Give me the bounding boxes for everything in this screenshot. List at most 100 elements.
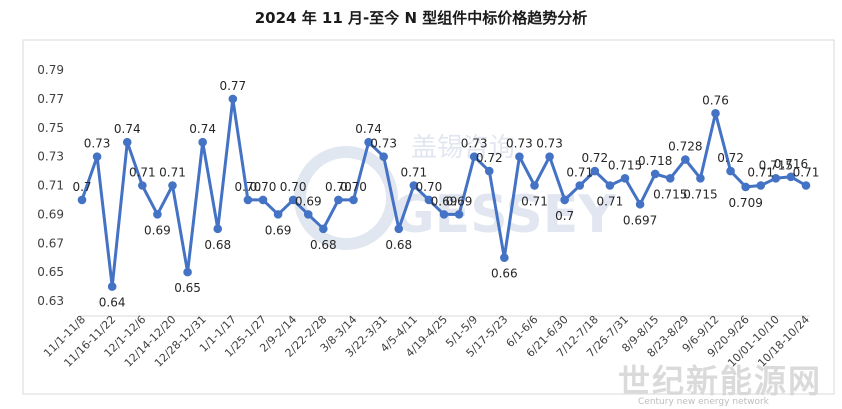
y-tick-label: 0.75	[37, 121, 64, 135]
series-n-type-module-price	[77, 94, 811, 291]
data-point	[258, 195, 268, 205]
data-point	[590, 166, 600, 176]
data-label: 0.715	[683, 187, 717, 201]
data-point	[288, 195, 298, 205]
data-label: 0.72	[476, 151, 503, 165]
data-label: 0.73	[84, 137, 111, 151]
y-tick-label: 0.79	[37, 63, 64, 77]
y-tick-label: 0.65	[37, 265, 64, 279]
data-label: 0.73	[506, 137, 533, 151]
data-label: 0.715	[653, 187, 687, 201]
plot-area	[22, 39, 835, 395]
data-point	[107, 282, 117, 291]
data-label: 0.70	[250, 180, 277, 194]
data-label: 0.65	[174, 281, 201, 295]
y-tick-label: 0.63	[37, 294, 64, 308]
data-point	[650, 169, 660, 179]
data-label: 0.70	[340, 180, 367, 194]
data-label: 0.74	[114, 122, 141, 136]
footer-watermark-cn: 世纪新能源网	[618, 362, 822, 400]
data-label: 0.697	[623, 213, 657, 227]
data-point	[560, 195, 569, 205]
data-label: 0.73	[461, 137, 488, 151]
data-label: 0.71	[597, 195, 624, 209]
data-label: 0.73	[536, 137, 563, 151]
data-label: 0.715	[759, 158, 793, 172]
data-label: 0.7	[72, 180, 91, 194]
data-point	[334, 195, 343, 205]
y-tick-label: 0.67	[37, 236, 64, 250]
watermark-brand-en: GESSEY	[392, 185, 617, 245]
data-label: 0.728	[668, 140, 702, 154]
data-point	[681, 155, 690, 164]
data-point	[484, 166, 494, 176]
y-tick-label: 0.77	[37, 92, 64, 106]
data-label: 0.72	[717, 151, 744, 165]
data-point	[183, 267, 192, 277]
data-point	[228, 94, 238, 104]
data-point	[394, 224, 404, 234]
data-label: 0.70	[416, 180, 443, 194]
data-label: 0.72	[581, 151, 608, 165]
data-label: 0.71	[400, 166, 427, 180]
data-label: 0.66	[491, 267, 518, 281]
data-point	[726, 166, 735, 176]
data-point	[303, 210, 313, 219]
data-point	[771, 173, 781, 183]
data-label: 0.718	[638, 154, 672, 168]
data-point	[424, 195, 434, 205]
data-point	[439, 210, 449, 219]
data-point	[122, 137, 132, 147]
data-label: 0.709	[728, 196, 762, 210]
data-point	[153, 210, 162, 219]
data-labels: 0.7 0.73 0.64 0.74 0.71 0.69 0.71 0.65 0.74 0.68 0…	[72, 79, 819, 310]
data-label: 0.69	[431, 194, 458, 208]
data-label: 0.7	[555, 209, 574, 223]
data-label: 0.69	[265, 223, 292, 237]
footer-watermark-en: Century new energy network	[638, 397, 770, 407]
watermark-brand-cn: 盖锡咨询	[411, 133, 515, 163]
data-point	[786, 172, 796, 182]
data-point	[665, 173, 675, 183]
data-label: 0.71	[159, 166, 186, 180]
data-point	[711, 109, 720, 118]
data-label: 0.69	[295, 194, 322, 208]
data-point	[92, 152, 102, 161]
data-label: 0.77	[219, 79, 246, 93]
data-point	[364, 137, 373, 147]
data-point	[379, 152, 388, 161]
data-point	[198, 137, 207, 147]
data-label: 0.71	[521, 195, 548, 209]
data-label: 0.68	[204, 238, 231, 252]
data-point	[756, 181, 766, 190]
data-point	[168, 181, 177, 190]
data-point	[500, 253, 509, 262]
data-point	[620, 173, 630, 183]
data-point	[138, 181, 147, 190]
data-label: 0.70	[235, 180, 262, 194]
data-label: 0.69	[446, 194, 473, 208]
data-label: 0.70	[280, 180, 307, 194]
data-label: 0.64	[99, 296, 126, 310]
data-point	[469, 152, 479, 161]
data-point	[801, 181, 811, 190]
data-label: 0.71	[566, 166, 593, 180]
data-label: 0.76	[702, 93, 729, 107]
data-point	[741, 182, 750, 192]
data-point	[454, 210, 464, 219]
data-label: 0.715	[608, 158, 642, 172]
chart-title: 2024 年 11 月-至今 N 型组件中标价格趋势分析	[255, 9, 588, 27]
data-point	[349, 195, 358, 205]
y-tick-label: 0.69	[37, 207, 64, 221]
data-label: 0.71	[747, 166, 774, 180]
data-point	[545, 152, 554, 161]
data-point	[605, 181, 615, 190]
data-point	[243, 195, 253, 205]
watermark-logo: 盖锡咨询 GESSEY	[294, 133, 617, 250]
data-label: 0.69	[144, 223, 171, 237]
data-point	[319, 224, 328, 234]
data-point	[696, 173, 705, 183]
data-point	[575, 181, 585, 190]
data-point	[77, 195, 87, 205]
